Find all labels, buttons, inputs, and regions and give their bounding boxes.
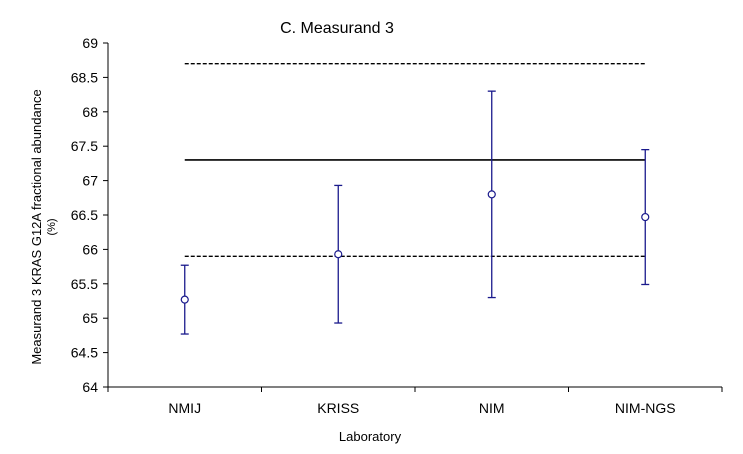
y-tick-label: 68 bbox=[82, 104, 98, 120]
x-tick-label: KRISS bbox=[317, 400, 359, 416]
y-tick-label: 64 bbox=[82, 379, 98, 395]
y-tick-label: 67 bbox=[82, 173, 98, 189]
y-tick-label: 65 bbox=[82, 310, 98, 326]
axes bbox=[107, 43, 722, 388]
y-axis-label-line1: Measurand 3 KRAS G12A fractional abundan… bbox=[29, 89, 44, 364]
y-tick-label: 66.5 bbox=[71, 207, 98, 223]
y-tick-label: 64.5 bbox=[71, 345, 98, 361]
y-ticks: 64 64.5 65 65.5 66 66.5 67 67.5 68 68.5 69 bbox=[71, 35, 108, 395]
reference-lines bbox=[184, 62, 646, 257]
x-tick-label: NMIJ bbox=[168, 400, 201, 416]
y-axis-label-line2: (%) bbox=[46, 218, 58, 235]
y-tick-label: 65.5 bbox=[71, 276, 98, 292]
x-tick-label: NIM-NGS bbox=[615, 400, 676, 416]
data-point bbox=[487, 190, 496, 199]
x-axis-label: Laboratory bbox=[339, 429, 402, 444]
y-tick-label: 67.5 bbox=[71, 138, 98, 154]
x-ticks: NMIJ KRISS NIM NIM-NGS bbox=[107, 387, 723, 416]
data-point bbox=[334, 250, 343, 259]
y-tick-label: 69 bbox=[82, 35, 98, 51]
y-tick-label: 66 bbox=[82, 241, 98, 257]
data-point bbox=[180, 295, 189, 304]
chart-title: C. Measurand 3 bbox=[280, 20, 394, 37]
data-point bbox=[641, 212, 650, 222]
y-tick-label: 68.5 bbox=[71, 69, 98, 85]
y-axis-label: Measurand 3 KRAS G12A fractional abundan… bbox=[29, 89, 58, 364]
x-tick-label: NIM bbox=[479, 400, 505, 416]
data-series bbox=[180, 90, 650, 335]
